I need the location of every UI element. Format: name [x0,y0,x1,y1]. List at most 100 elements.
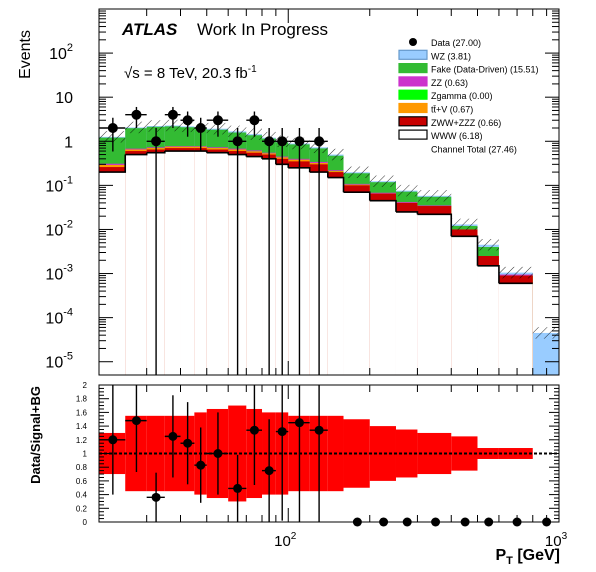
legend-entry-1: WZ (3.81) [398,49,471,61]
uncertainty-hatch-bin-14 [343,166,370,179]
main-y-tick-label-exp: -1 [63,174,73,186]
uncertainty-hatch-bin-2 [146,120,165,132]
main-y-tick-label-4: 10-1 [45,174,73,195]
uncertainty-hatch-bin-13 [327,148,344,161]
ratio-point-9 [264,466,274,476]
legend-label-1: WZ (3.81) [431,51,471,61]
ratio-point-8 [249,425,259,435]
energy-label: √s = 8 TeV, 20.3 fb [124,65,248,82]
data-point-12 [314,136,325,147]
bar-www-bin-8 [246,156,263,375]
x-tick-label-base: 10 [274,533,291,550]
main-y-tick-label-0: 10-5 [45,351,73,372]
x-tick-label-0: 102 [274,531,297,550]
legend-label-5: tt̄+V (0.67) [431,105,473,115]
main-y-tick-label-base: 10 [45,222,63,239]
ratio-point-11 [294,418,304,428]
ratio-y-tick-label-2: 0.4 [76,491,88,500]
data-point-2 [151,136,162,147]
x-axis-label-main: P [495,547,506,564]
bar-www-bin-13 [327,177,344,375]
main-y-tick-label-base: 10 [45,355,63,372]
energy-lumi-label: √s = 8 TeV, 20.3 fb-1 [124,64,257,82]
ratio-point-6 [213,449,223,458]
legend-entry-4: Zgamma (0.00) [398,89,493,101]
bar-www-bin-5 [194,151,207,375]
legend-entry-6: ZWW+ZZZ (0.66) [398,116,501,128]
legend-swatch-4 [398,89,428,100]
main-y-tick-label-base: 10 [49,46,67,63]
bar-www-bin-3 [164,151,181,375]
status-label: Work In Progress [197,20,328,39]
legend-entry-7: WWW (6.18) [398,129,483,141]
uncertainty-hatch-bin-17 [417,190,452,202]
legend-swatch-7 [398,129,428,140]
legend-swatch-1 [398,49,428,60]
legend-label-7: WWW (6.18) [431,131,483,141]
atlas-label: ATLAS [121,20,178,39]
main-plot-layers [99,106,559,376]
main-y-tick-label-7: 102 [49,42,73,63]
main-y-tick-label-exp: -2 [63,218,73,230]
x-tick-label-exp: 2 [291,531,297,542]
x-axis-label-unit: [GeV] [513,547,560,564]
data-point-1 [131,109,142,120]
ratio-band-bin-19 [477,448,499,459]
main-y-tick-label-exp: 2 [67,42,73,54]
bar-www-bin-17 [417,214,452,375]
main-y-tick-label-exp: -3 [63,263,73,275]
x-tick-label-exp: 3 [562,531,568,542]
legend-entry-3: ZZ (0.63) [398,76,468,88]
uncertainty-hatch-bin-15 [369,175,396,187]
legend-entry-8: Channel Total (27.46) [431,144,517,154]
main-y-tick-label-base: 10 [45,178,63,195]
bar-www-bin-14 [343,192,370,375]
data-point-6 [212,115,223,126]
main-y-tick-label-3: 10-2 [45,218,73,239]
ratio-point-1 [131,416,141,426]
uncertainty-hatch-bin-16 [395,184,418,197]
x-tick-label-1: 103 [545,531,568,550]
legend-label-8: Channel Total (27.46) [431,144,517,154]
ratio-y-tick-label-5: 1 [83,450,88,459]
data-point-10 [277,136,288,147]
bar-wz-bin-21 [532,332,559,375]
ratio-plot-layers [99,385,559,527]
data-point-3 [167,109,178,120]
ratio-band-bin-15 [369,426,396,481]
lumi-superscript: -1 [248,64,257,75]
x-tick-label-base: 10 [545,533,562,550]
bar-www-bin-6 [206,152,229,375]
uncertainty-hatch-bin-21 [532,327,559,339]
ratio-point-12 [314,425,324,435]
ratio-y-tick-label-6: 1.2 [76,436,88,445]
ratio-y-tick-label-8: 1.6 [76,408,88,417]
main-y-tick-label-base: 1 [64,134,73,151]
ratio-point-5 [196,460,206,470]
ratio-point-3 [168,431,178,441]
main-y-tick-label-base: 10 [45,311,63,328]
bar-www-bin-20 [498,283,533,375]
bar-www-bin-4 [180,151,195,375]
ratio-y-tick-label-0: 0 [83,518,88,527]
legend-data-marker [409,38,417,46]
ratio-point-10 [277,427,287,437]
data-point-4 [182,115,193,126]
ratio-y-tick-label-9: 1.8 [76,395,88,404]
legend-entry-0: Data (27.00) [409,38,481,48]
uncertainty-hatch-bin-18 [451,218,478,231]
data-point-8 [249,115,260,126]
legend-label-3: ZZ (0.63) [431,78,468,88]
main-y-tick-label-base: 10 [55,90,73,107]
legend-swatch-6 [398,116,428,127]
legend-label-2: Fake (Data-Driven) (15.51) [431,65,539,75]
main-y-tick-label-5: 1 [64,134,73,151]
ratio-point-0 [108,435,118,445]
ratio-y-tick-label-4: 0.8 [76,463,88,472]
legend-entry-2: Fake (Data-Driven) (15.51) [398,62,539,75]
